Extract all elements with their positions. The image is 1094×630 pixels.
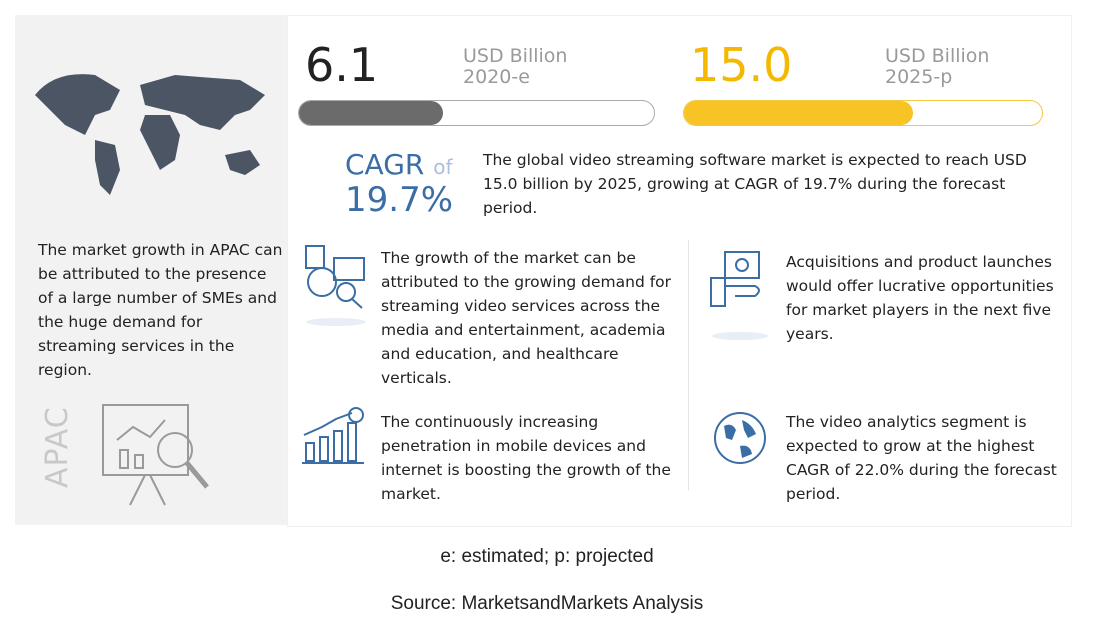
metric-value: 6.1: [305, 38, 379, 92]
metric-unit: USD Billion: [885, 45, 990, 67]
metric-label: 2025-p: [885, 66, 953, 88]
progress-fill: [299, 101, 443, 125]
insight-text: The continuously increasing penetration …: [381, 413, 671, 503]
analytics-icon: [102, 404, 209, 506]
insight-text: Acquisitions and product launches would …: [786, 253, 1054, 343]
divider: [688, 240, 689, 490]
insight-icon: [710, 251, 768, 340]
progress-fill: [684, 101, 913, 125]
cagr-word: CAGR: [345, 148, 425, 181]
source: Source: MarketsandMarkets Analysis: [390, 593, 704, 614]
cagr-label: CAGR of: [345, 148, 453, 181]
progress-track: [298, 100, 655, 126]
insight-icon: [714, 412, 766, 464]
metric-unit: USD Billion: [463, 45, 568, 67]
insight-text: The growth of the market can be attribut…: [381, 249, 672, 387]
cagr-value: 19.7%: [345, 180, 454, 220]
progress-track: [683, 100, 1043, 126]
world-map: [35, 74, 265, 195]
footnote: e: estimated; p: projected: [440, 546, 654, 567]
metric-label: 2020-e: [463, 66, 530, 88]
metric-value: 15.0: [690, 38, 793, 92]
region-label: APAC: [40, 406, 75, 488]
insight-icon: [302, 407, 364, 464]
insight-text: The video analytics segment is expected …: [786, 413, 1057, 503]
insight-icon: [305, 245, 366, 326]
left-text: The market growth in APAC can be attribu…: [38, 241, 283, 379]
region-label-box: APAC: [40, 400, 80, 500]
cagr-text: The global video streaming software mark…: [483, 151, 1027, 217]
cagr-of: of: [433, 155, 453, 179]
